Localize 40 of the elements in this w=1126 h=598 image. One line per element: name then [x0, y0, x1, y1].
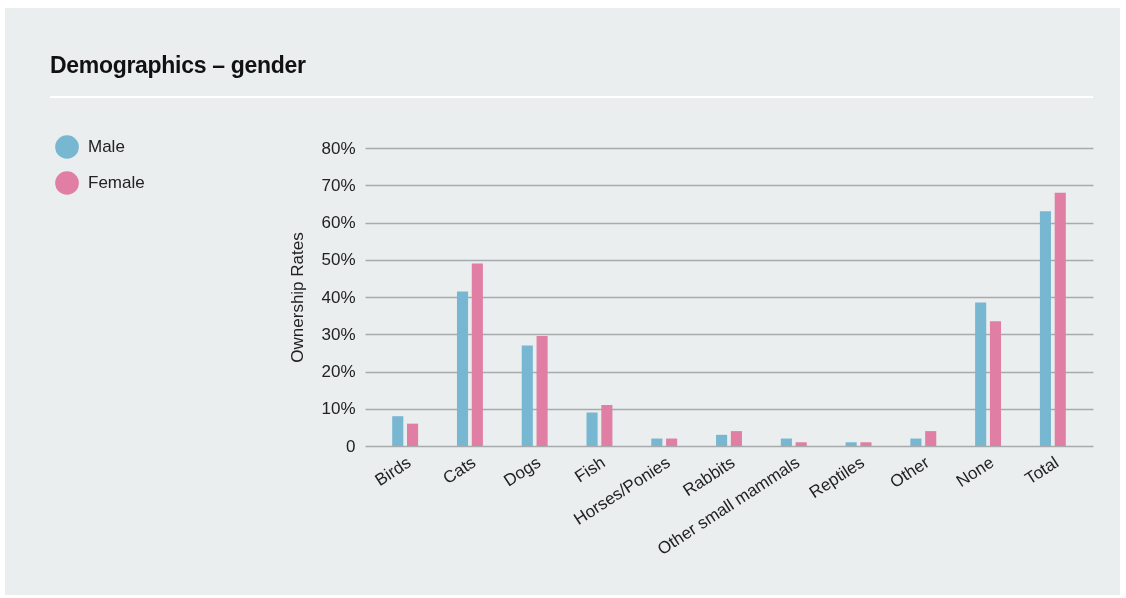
x-tick-label: Dogs: [500, 452, 544, 491]
text: Demographics – gender: [50, 51, 306, 79]
y-tick-label: 10%: [321, 399, 356, 419]
bar: [989, 321, 1002, 446]
bar: [795, 442, 807, 446]
bar: [1039, 211, 1051, 446]
y-tick-label: 40%: [321, 287, 356, 307]
y-tick-label: 60%: [321, 213, 356, 232]
x-tick-label: Cats: [439, 452, 480, 488]
y-axis-title: Ownership Rates: [288, 232, 308, 363]
x-tick-label: None: [952, 452, 998, 491]
bar: [407, 423, 419, 446]
bar: [780, 438, 792, 446]
bar: [586, 412, 598, 446]
y-tick-label: 30%: [321, 324, 356, 344]
bar: [666, 438, 678, 446]
legend-label: Male: [88, 137, 125, 156]
legend-label: Female: [88, 173, 145, 192]
y-tick-label: 20%: [321, 362, 356, 381]
x-tick-label: Birds: [371, 452, 415, 490]
bar: [1054, 192, 1066, 446]
bar: [925, 431, 937, 446]
bar: [471, 263, 483, 446]
bar: [910, 438, 922, 446]
bar: [536, 336, 548, 446]
y-tick-label: 0: [346, 436, 356, 456]
bar: [860, 442, 872, 446]
y-tick-label: 70%: [321, 175, 356, 195]
bar: [601, 405, 613, 446]
bar: [651, 438, 663, 446]
y-tick-label: 50%: [321, 250, 356, 270]
bar: [392, 416, 404, 446]
bar: [730, 431, 742, 446]
bar: [975, 302, 987, 446]
bar: [521, 345, 533, 446]
bar: [716, 434, 728, 446]
bar: [845, 442, 857, 446]
x-tick-label: Total: [1021, 452, 1063, 489]
bar: [456, 291, 469, 446]
y-tick-label: 80%: [321, 138, 356, 158]
